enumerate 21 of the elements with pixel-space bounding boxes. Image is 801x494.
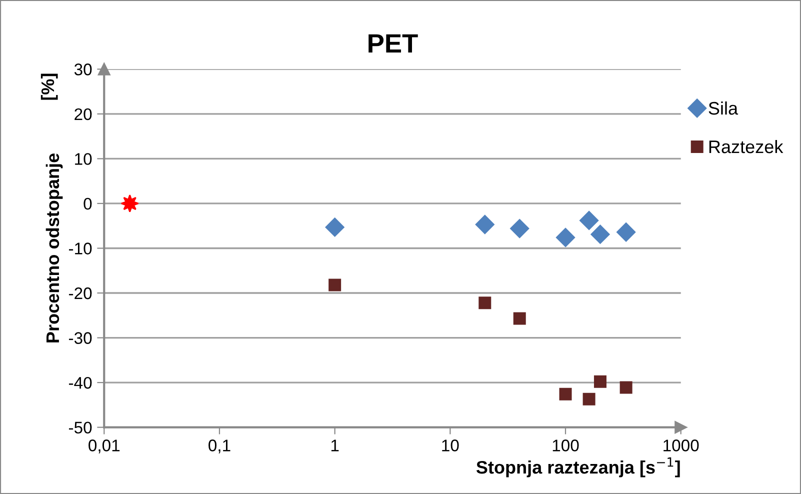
text: [%] [40, 74, 58, 100]
y-tick-label: -50 [68, 422, 92, 434]
x-tick-label: 1000 [664, 440, 699, 452]
y-tick-label: 10 [75, 153, 92, 165]
y-tick-label: -10 [68, 242, 92, 254]
chart-title: PET [368, 34, 418, 52]
legend-label: Sila [708, 101, 738, 115]
x-tick-label: 0,1 [208, 440, 230, 454]
y-tick-label: -40 [68, 376, 92, 389]
x-tick-label: 0,01 [88, 440, 120, 454]
x-tick-label: 1 [331, 440, 339, 452]
x-tick-label: 10 [442, 440, 459, 452]
legend-label: Raztezek [709, 140, 784, 154]
y-axis-title: Procentno odstopanje [46, 154, 63, 342]
y-tick-label: 0 [84, 198, 92, 210]
x-tick-label: 100 [552, 440, 579, 452]
y-tick-label: 20 [74, 108, 92, 120]
y-tick-label: -20 [68, 287, 92, 300]
x-axis-title: Stopnja raztezanja [s$^{−1}$] [476, 457, 680, 478]
y-tick-label: -30 [68, 332, 92, 344]
y-tick-label: 30 [74, 64, 92, 76]
